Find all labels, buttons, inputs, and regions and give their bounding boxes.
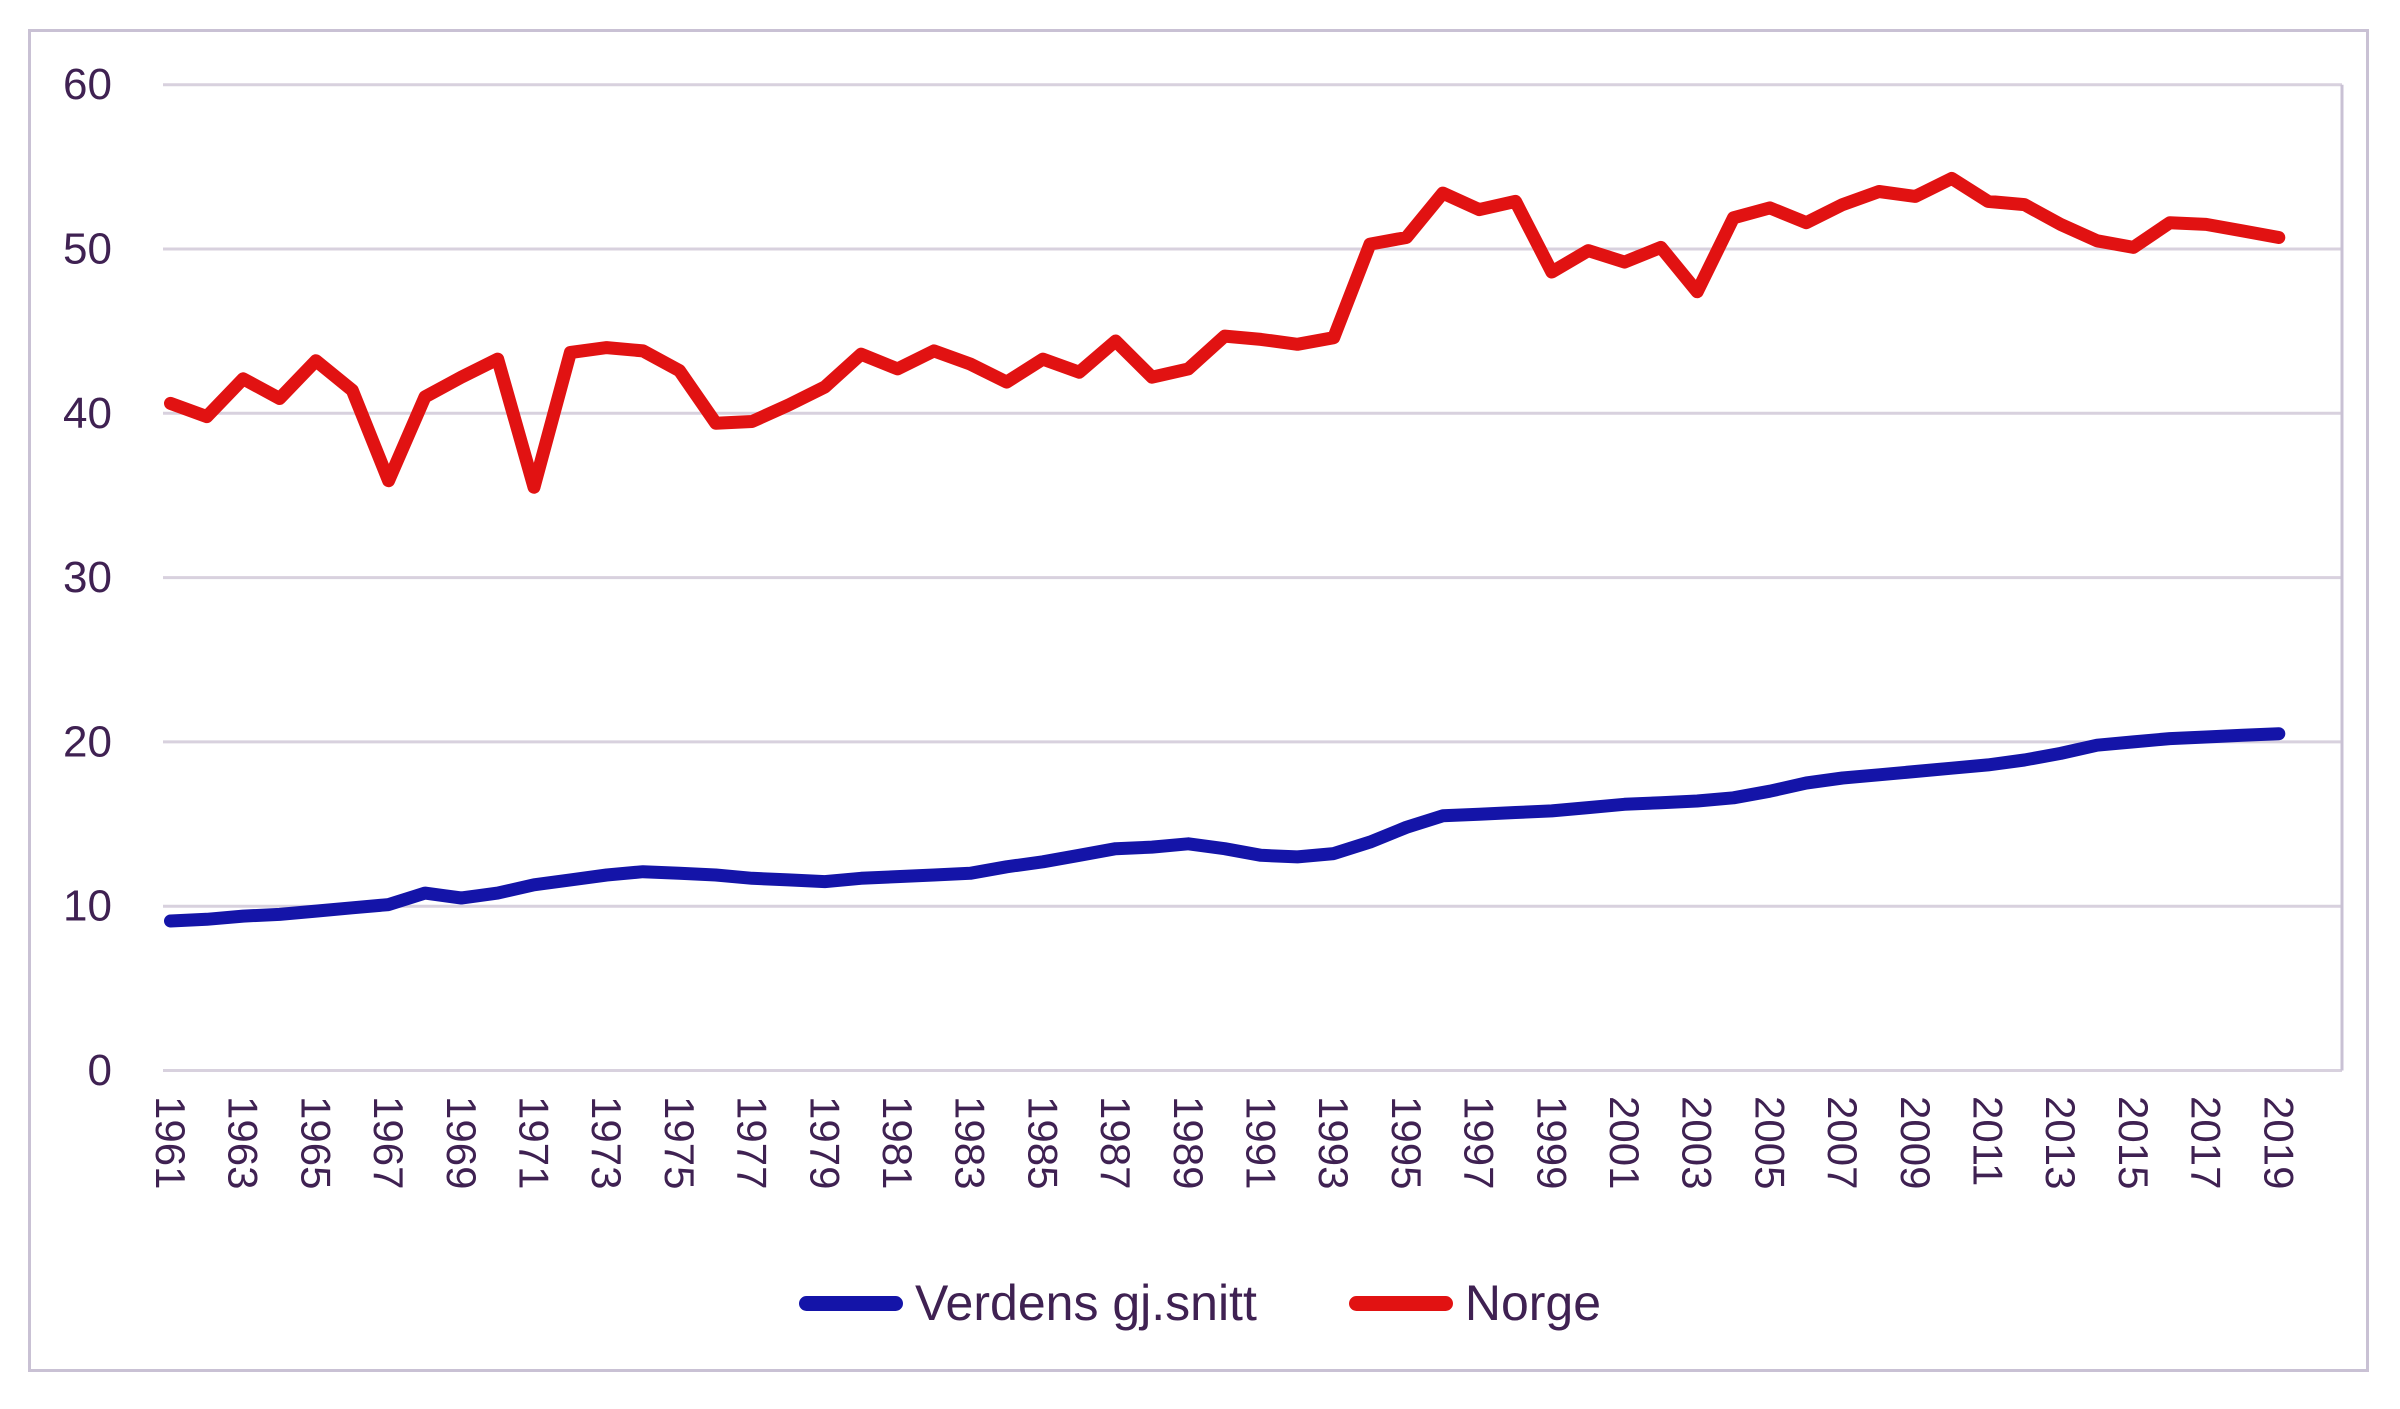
x-tick-label-1965: 1965: [292, 1096, 339, 1189]
x-tick-label-1975: 1975: [656, 1096, 703, 1189]
x-tick-label-1995: 1995: [1383, 1096, 1430, 1189]
x-tick-label-2003: 2003: [1674, 1096, 1721, 1189]
x-tick-label-1997: 1997: [1456, 1096, 1503, 1189]
x-tick-label-1991: 1991: [1238, 1096, 1285, 1189]
x-tick-label-1989: 1989: [1165, 1096, 1212, 1189]
series-line-verdens-gjsnitt: [164, 727, 2286, 928]
x-tick-label-2011: 2011: [1965, 1096, 2012, 1186]
x-tick-label-1981: 1981: [874, 1096, 921, 1189]
legend-label-verdens-gjsnitt: Verdens gj.snitt: [914, 1275, 1257, 1331]
y-tick-label-50: 50: [63, 225, 112, 274]
chart-frame: [28, 29, 2369, 1372]
legend-swatch-norge: [1348, 1295, 1453, 1311]
y-tick-label-30: 30: [63, 553, 112, 602]
x-tick-label-2005: 2005: [1746, 1096, 1793, 1189]
x-tick-label-1967: 1967: [365, 1096, 412, 1189]
legend-item-verdens-gjsnitt: Verdens gj.snitt: [798, 1275, 1257, 1331]
x-tick-label-1979: 1979: [801, 1096, 848, 1189]
x-tick-label-1983: 1983: [947, 1096, 994, 1189]
x-tick-label-1987: 1987: [1092, 1096, 1139, 1189]
x-tick-label-1969: 1969: [438, 1096, 485, 1189]
x-tick-label-1977: 1977: [729, 1096, 776, 1189]
x-tick-label-1961: 1961: [147, 1096, 194, 1189]
x-tick-label-2013: 2013: [2037, 1096, 2084, 1189]
legend-label-norge: Norge: [1464, 1275, 1602, 1331]
legend-item-norge: Norge: [1348, 1275, 1602, 1331]
x-tick-label-2007: 2007: [1819, 1096, 1866, 1189]
x-tick-label-2019: 2019: [2255, 1096, 2302, 1189]
x-tick-label-2015: 2015: [2110, 1096, 2157, 1189]
x-tick-label-2017: 2017: [2183, 1096, 2230, 1189]
y-tick-label-0: 0: [88, 1046, 112, 1095]
x-tick-label-1999: 1999: [1528, 1096, 1575, 1189]
x-tick-label-1963: 1963: [220, 1096, 267, 1189]
y-tick-label-10: 10: [63, 882, 112, 931]
x-tick-label-1971: 1971: [511, 1096, 558, 1189]
legend-swatch-verdens-gjsnitt: [798, 1295, 903, 1311]
series-line-norge: [164, 171, 2286, 494]
x-tick-label-1993: 1993: [1310, 1096, 1357, 1189]
y-tick-label-60: 60: [63, 60, 112, 109]
legend: Verdens gj.snitt Norge: [0, 1278, 2400, 1328]
x-tick-label-2001: 2001: [1601, 1096, 1648, 1189]
x-tick-label-1973: 1973: [583, 1096, 630, 1189]
x-tick-label-1985: 1985: [1019, 1096, 1066, 1189]
x-tick-label-2009: 2009: [1892, 1096, 1939, 1189]
y-tick-label-40: 40: [63, 389, 112, 438]
y-tick-label-20: 20: [63, 717, 112, 766]
